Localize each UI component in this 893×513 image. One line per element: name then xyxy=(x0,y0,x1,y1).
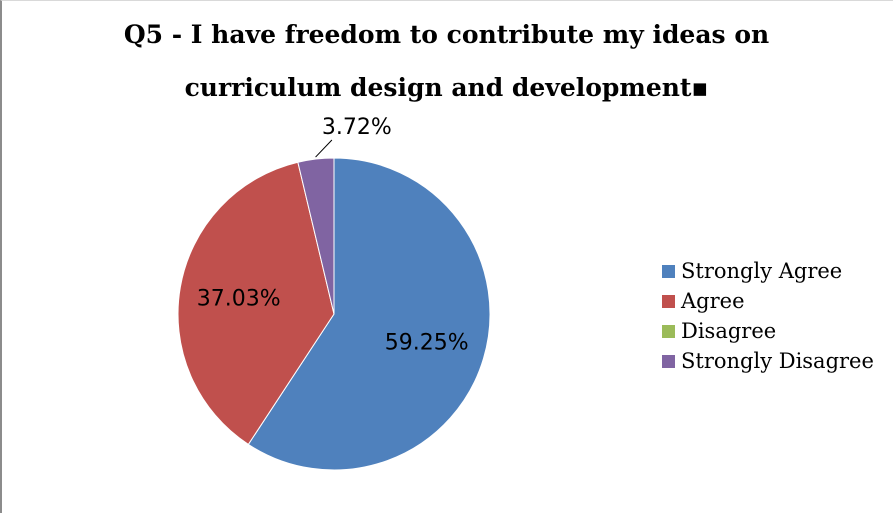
legend-item-disagree: Disagree xyxy=(662,316,874,346)
legend-label: Agree xyxy=(681,289,745,313)
data-label-agree: 37.03% xyxy=(197,286,281,311)
chart-title-line-1: Q5 - I have freedom to contribute my ide… xyxy=(123,20,770,49)
legend-label: Disagree xyxy=(681,319,777,343)
chart-title-line-2: curriculum design and development▪ xyxy=(184,73,709,102)
pie-slice-agree xyxy=(177,161,335,446)
legend-item-strongly-agree: Strongly Agree xyxy=(662,256,874,286)
legend-item-strongly-disagree: Strongly Disagree xyxy=(662,346,874,376)
leader-line-strongly-disagree xyxy=(315,139,333,158)
data-label-strongly-agree: 59.25% xyxy=(385,331,469,356)
legend-swatch xyxy=(662,354,675,368)
legend-swatch xyxy=(662,264,675,278)
pie-slice-strongly-disagree xyxy=(297,157,335,315)
chart-legend: Strongly Agree Agree Disagree Strongly D… xyxy=(662,256,874,376)
legend-swatch xyxy=(662,324,675,338)
legend-item-agree: Agree xyxy=(662,286,874,316)
pie-slice-strongly-agree xyxy=(247,157,491,471)
legend-swatch xyxy=(662,294,675,308)
legend-label: Strongly Disagree xyxy=(681,349,874,373)
legend-label: Strongly Agree xyxy=(681,259,843,283)
data-label-strongly-disagree: 3.72% xyxy=(322,115,392,140)
